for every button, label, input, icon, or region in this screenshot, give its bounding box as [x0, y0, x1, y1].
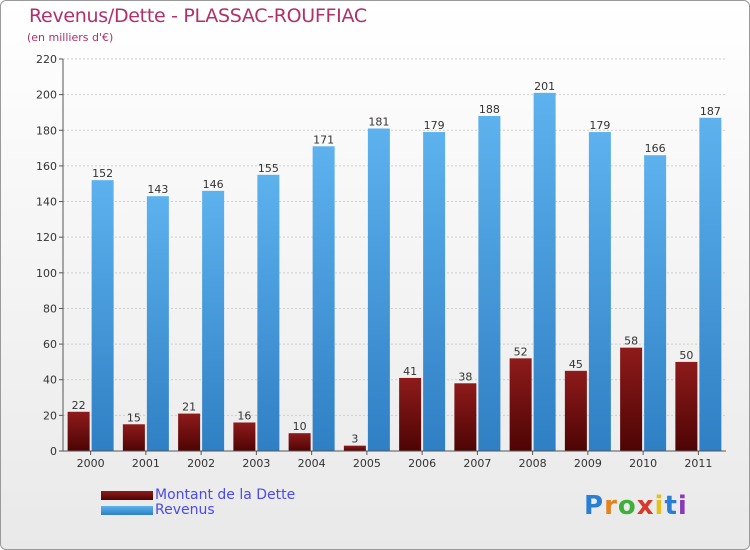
- x-tick-label: 2001: [132, 457, 160, 470]
- y-tick-label: 220: [36, 53, 57, 66]
- x-tick-label: 2006: [408, 457, 436, 470]
- bar-debt: [454, 383, 477, 451]
- data-label-revenue: 179: [424, 119, 445, 132]
- logo-letter: P: [584, 491, 605, 521]
- data-label-debt: 21: [182, 401, 196, 414]
- data-label-debt: 38: [458, 370, 472, 383]
- y-tick-label: 80: [43, 302, 57, 315]
- bar-debt: [675, 361, 698, 451]
- data-label-revenue: 188: [479, 103, 500, 116]
- legend-label-revenue: Revenus: [155, 502, 215, 518]
- bar-revenue: [423, 132, 446, 451]
- bar-revenue: [699, 117, 722, 452]
- chart-subtitle: (en milliers d'€): [27, 31, 114, 44]
- data-label-debt: 41: [403, 365, 417, 378]
- y-tick-label: 140: [36, 196, 57, 209]
- logo-letter: t: [664, 491, 678, 521]
- bar-debt: [122, 424, 145, 451]
- y-tick-label: 160: [36, 160, 57, 173]
- x-tick-label: 2007: [463, 457, 491, 470]
- bar-debt: [564, 370, 587, 451]
- bar-revenue: [478, 116, 501, 451]
- legend-label-debt: Montant de la Dette: [155, 487, 296, 503]
- bar-revenue: [257, 174, 280, 451]
- x-tick-label: 2008: [519, 457, 547, 470]
- bar-revenue: [367, 128, 390, 451]
- data-label-debt: 58: [624, 335, 638, 348]
- bar-revenue: [202, 190, 225, 451]
- bar-revenue: [533, 92, 556, 451]
- y-tick-label: 120: [36, 231, 57, 244]
- y-tick-label: 20: [43, 409, 57, 422]
- data-label-revenue: 179: [589, 119, 610, 132]
- data-label-debt: 15: [127, 411, 141, 424]
- data-label-debt: 10: [293, 420, 307, 433]
- bar-revenue: [146, 196, 169, 451]
- y-tick-label: 180: [36, 124, 57, 137]
- data-label-revenue: 155: [258, 162, 279, 175]
- data-label-debt: 45: [569, 358, 583, 371]
- logo-letter: i: [677, 491, 688, 521]
- data-label-revenue: 187: [700, 105, 721, 118]
- x-tick-label: 2009: [574, 457, 602, 470]
- proxiti-logo: Proxiti: [584, 491, 688, 521]
- x-tick-label: 2011: [684, 457, 712, 470]
- data-label-revenue: 171: [313, 133, 334, 146]
- legend-item-revenue: Revenus: [101, 502, 215, 518]
- x-tick-label: 2004: [298, 457, 326, 470]
- data-label-debt: 50: [679, 349, 693, 362]
- x-tick-label: 2005: [353, 457, 381, 470]
- data-label-debt: 52: [514, 345, 528, 358]
- y-tick-label: 40: [43, 374, 57, 387]
- data-label-revenue: 201: [534, 80, 555, 93]
- data-label-revenue: 181: [368, 115, 389, 128]
- data-label-revenue: 152: [92, 167, 113, 180]
- logo-letter: o: [617, 491, 637, 521]
- bar-debt: [233, 422, 256, 451]
- y-tick-label: 200: [36, 89, 57, 102]
- data-label-revenue: 166: [645, 142, 666, 155]
- data-label-debt: 3: [351, 433, 358, 446]
- data-label-revenue: 146: [203, 178, 224, 191]
- logo-letter: x: [636, 491, 655, 521]
- x-tick-label: 2010: [629, 457, 657, 470]
- y-tick-label: 100: [36, 267, 57, 280]
- chart-title: Revenus/Dette - PLASSAC-ROUFFIAC: [29, 5, 367, 27]
- bar-debt: [288, 433, 311, 451]
- bar-debt: [620, 347, 643, 451]
- data-label-revenue: 143: [147, 183, 168, 196]
- bar-debt: [509, 358, 532, 451]
- data-label-debt: 16: [237, 409, 251, 422]
- y-tick-label: 60: [43, 338, 57, 351]
- y-tick-label: 0: [50, 445, 57, 458]
- bar-revenue: [91, 180, 114, 451]
- legend-swatch-debt: [101, 490, 153, 500]
- legend-item-debt: Montant de la Dette: [101, 487, 295, 503]
- bar-debt: [67, 411, 90, 451]
- bar-debt: [178, 413, 201, 451]
- bar-debt: [343, 445, 366, 451]
- bar-debt: [399, 377, 422, 451]
- data-label-debt: 22: [72, 399, 86, 412]
- logo-letter: r: [604, 491, 618, 521]
- bar-revenue: [312, 146, 335, 452]
- bar-revenue: [588, 132, 611, 451]
- legend-swatch-revenue: [101, 505, 153, 515]
- x-tick-label: 2003: [242, 457, 270, 470]
- bar-revenue: [644, 155, 667, 451]
- x-tick-label: 2000: [77, 457, 105, 470]
- x-tick-label: 2002: [187, 457, 215, 470]
- logo-letter: i: [654, 491, 665, 521]
